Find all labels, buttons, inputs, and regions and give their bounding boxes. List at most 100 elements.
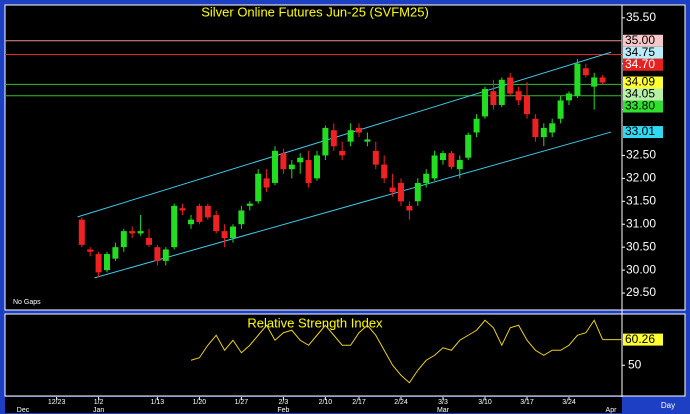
candle-body — [297, 157, 304, 163]
candle-body — [356, 127, 362, 133]
candle-body — [515, 91, 522, 101]
x-tick-label: 3/10 — [478, 399, 492, 406]
note: No Gaps — [13, 299, 41, 306]
candle-body — [389, 187, 396, 193]
candle-body — [196, 205, 203, 222]
axis-tag — [623, 333, 663, 346]
candle-body — [339, 150, 346, 156]
candle-body — [246, 203, 253, 206]
candle-body — [507, 77, 514, 94]
x-tick-label: 12/23 — [48, 399, 66, 406]
candle-body — [549, 123, 556, 133]
candle-body — [524, 95, 530, 115]
candle-body — [322, 127, 329, 156]
axis-tag-label: 60.26 — [625, 332, 655, 346]
candle-body — [372, 150, 379, 165]
x-tick-label: 1/13 — [151, 399, 165, 406]
candle-body — [137, 231, 144, 234]
date-axis — [5, 397, 622, 413]
y-tick-label: 32.50 — [626, 148, 656, 162]
x-tick-label: 2/10 — [319, 399, 333, 406]
candle-body — [129, 231, 136, 234]
x-tick-label: 1/2 — [94, 399, 104, 406]
axis-tag-label: 33.80 — [625, 99, 655, 113]
y-tick-label: 35.50 — [626, 10, 656, 24]
candle-body — [179, 208, 186, 211]
candle-body — [574, 63, 581, 96]
candle-body — [381, 164, 388, 179]
axis-tag — [623, 46, 663, 59]
candle-body — [272, 150, 278, 183]
candle-body — [146, 237, 152, 245]
axis-tag-label: 34.09 — [625, 75, 655, 89]
candle-body — [566, 93, 572, 101]
candle-body — [280, 153, 287, 170]
month-label: Feb — [277, 407, 289, 414]
candle-body — [305, 160, 312, 183]
axis-tag-label: 35.00 — [625, 33, 655, 47]
rsi-panel — [4, 313, 686, 397]
candle-body — [120, 231, 127, 248]
candle-body — [213, 215, 220, 232]
candle-body — [314, 155, 320, 179]
axis-tag — [623, 126, 663, 139]
axis-tag-label: 34.70 — [625, 57, 655, 71]
candle-body — [482, 88, 488, 117]
candle-body — [112, 247, 119, 259]
candle-body — [465, 134, 472, 158]
candle-body — [263, 178, 270, 188]
candle-body — [540, 127, 547, 138]
axis-tag-label: 34.05 — [625, 87, 655, 101]
candle-body — [364, 139, 371, 142]
candle-body — [78, 219, 85, 245]
period-label: Day — [661, 401, 675, 410]
x-tick-label: 1/20 — [193, 399, 207, 406]
axis-tag-label: 34.75 — [625, 45, 655, 59]
candle-body — [154, 247, 161, 261]
x-tick-label: 2/3 — [279, 399, 289, 406]
candle-body — [456, 160, 463, 170]
channel-line — [77, 51, 612, 218]
candle-body — [440, 153, 446, 161]
candle-body — [87, 249, 94, 252]
candle-body — [582, 68, 589, 76]
axis-tag — [623, 34, 663, 47]
y-tick-label: 30.00 — [626, 262, 656, 276]
candle-body — [95, 254, 102, 273]
x-tick-label: 2/17 — [352, 399, 366, 406]
candle-body — [162, 249, 169, 261]
candle-body — [591, 77, 598, 87]
axis-tag — [623, 58, 663, 71]
axis-tag — [623, 88, 663, 101]
candle-body — [188, 219, 194, 225]
x-tick-label: 3/24 — [562, 399, 576, 406]
candle-body — [204, 205, 211, 218]
y-tick-label: 31.00 — [626, 216, 656, 230]
candle-body — [398, 182, 404, 202]
candle-body — [473, 118, 480, 133]
rsi-title: Relative Strength Index — [247, 315, 383, 330]
rsi-tick-label: 50 — [628, 357, 642, 371]
candle-body — [599, 77, 606, 83]
candle-body — [230, 226, 236, 238]
candle-body — [431, 155, 438, 179]
y-tick-label: 31.50 — [626, 193, 656, 207]
x-tick-label: 2/24 — [394, 399, 408, 406]
x-tick-label: 3/3 — [438, 399, 448, 406]
x-tick-label: 1/27 — [235, 399, 249, 406]
candle-body — [288, 164, 295, 170]
candle-body — [423, 173, 430, 183]
candle-body — [171, 205, 178, 248]
rsi-line — [190, 319, 604, 384]
y-tick-label: 32.00 — [626, 171, 656, 185]
month-label: Dec — [17, 407, 30, 414]
price-panel — [4, 4, 686, 311]
x-tick-label: 3/17 — [520, 399, 534, 406]
candle-body — [414, 182, 421, 202]
axis-tag-label: 33.01 — [625, 124, 655, 138]
candle-body — [238, 210, 245, 225]
month-label: Jan — [93, 407, 104, 414]
month-label: Apr — [606, 407, 618, 414]
